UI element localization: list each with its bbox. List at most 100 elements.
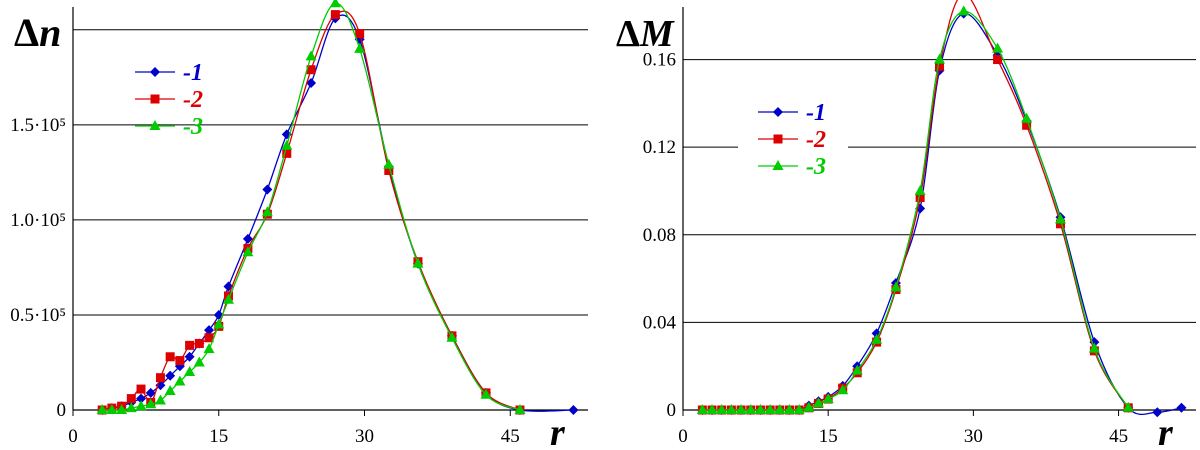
data-point — [383, 158, 395, 169]
data-point — [773, 134, 783, 144]
data-point — [914, 184, 926, 195]
data-point — [242, 246, 254, 257]
data-point — [165, 370, 176, 381]
series-2 — [697, 0, 1133, 415]
x-axis-title: r — [1158, 412, 1174, 450]
data-point — [754, 404, 766, 414]
data-point — [837, 384, 849, 395]
data-point — [261, 206, 273, 217]
x-tick-label: 0 — [678, 426, 688, 447]
data-point — [306, 65, 316, 75]
data-point — [222, 293, 234, 304]
panel-delta-n: 0 0.5·10⁵ 1.0·10⁵ 1.5·10⁵ 0 15 30 45 Δn r -1-2-3 — [10, 0, 588, 450]
y-tick-label: 0 — [667, 400, 677, 421]
y-axis-title: ΔM — [616, 13, 675, 55]
x-tick-label: 30 — [355, 426, 374, 447]
data-point — [696, 404, 708, 414]
y-tick-label: 0.12 — [643, 137, 676, 158]
series-line — [702, 0, 1129, 411]
x-tick-label: 30 — [964, 426, 983, 447]
legend-label: -1 — [183, 60, 203, 86]
data-point — [1054, 213, 1066, 224]
data-point — [412, 257, 424, 268]
series-3 — [96, 0, 526, 414]
data-point — [329, 0, 341, 8]
data-point — [993, 55, 1003, 65]
x-tick-label: 0 — [68, 426, 78, 447]
data-point — [1176, 402, 1187, 413]
legend: -1-2-3 — [135, 60, 203, 140]
y-tick-label: 0 — [57, 400, 67, 421]
legend-label: -2 — [806, 127, 826, 153]
series-3 — [696, 5, 1134, 414]
data-point — [355, 29, 365, 39]
data-point — [446, 331, 458, 342]
data-point — [764, 404, 776, 414]
data-point — [783, 404, 795, 414]
data-point — [1088, 342, 1100, 353]
legend: -1-2-3 — [738, 90, 848, 182]
legend-item-2: -2 — [758, 127, 826, 153]
data-point — [803, 401, 815, 412]
data-point — [384, 165, 394, 175]
data-point — [150, 67, 160, 77]
legend-label: -2 — [183, 87, 203, 113]
data-point — [958, 5, 970, 16]
x-tick-label: 15 — [209, 426, 228, 447]
data-point — [145, 398, 157, 409]
data-point — [706, 404, 718, 414]
data-point — [305, 50, 317, 61]
data-point — [204, 325, 215, 336]
data-point — [175, 356, 185, 366]
data-point — [568, 405, 579, 415]
data-point — [934, 53, 945, 64]
data-point — [281, 139, 293, 150]
y-tick-label: 0.08 — [643, 225, 676, 246]
data-point — [935, 61, 944, 71]
data-point — [136, 393, 147, 404]
data-point — [164, 384, 176, 395]
series-line — [702, 12, 1182, 416]
data-point — [135, 400, 147, 411]
data-point — [136, 384, 146, 394]
data-point — [154, 394, 166, 405]
series-line — [102, 2, 521, 411]
legend-item-3: -3 — [135, 114, 203, 140]
data-point — [213, 318, 225, 329]
data-point — [282, 148, 292, 158]
data-point — [145, 387, 156, 398]
legend-label: -3 — [183, 114, 203, 140]
data-point — [262, 184, 273, 195]
data-point — [915, 193, 925, 203]
data-point — [165, 352, 175, 362]
legend-label: -3 — [806, 154, 826, 180]
legend-item-1: -1 — [758, 100, 826, 126]
data-point — [480, 388, 492, 399]
data-point — [793, 404, 805, 414]
data-point — [773, 107, 783, 117]
data-point — [330, 10, 340, 20]
data-point — [149, 120, 161, 130]
data-point — [150, 94, 160, 104]
legend-background — [738, 90, 848, 182]
y-axis-title-var: n — [39, 10, 61, 55]
data-point — [992, 42, 1004, 53]
data-point — [1055, 219, 1065, 229]
data-point — [774, 404, 786, 414]
y-axis-title-var: M — [639, 13, 675, 55]
data-point — [116, 404, 128, 414]
y-axis-title: Δn — [14, 10, 61, 55]
data-point — [306, 78, 317, 89]
data-point — [1122, 401, 1134, 412]
data-point — [871, 333, 883, 344]
data-point — [96, 404, 108, 414]
y-tick-label: 0.04 — [643, 312, 677, 333]
y-tick-label: 0.5·10⁵ — [10, 305, 66, 326]
data-point — [193, 356, 205, 367]
data-point — [822, 393, 834, 404]
data-point — [203, 343, 215, 354]
data-point — [106, 404, 118, 414]
x-tick-label: 15 — [819, 426, 838, 447]
data-point — [813, 397, 825, 408]
